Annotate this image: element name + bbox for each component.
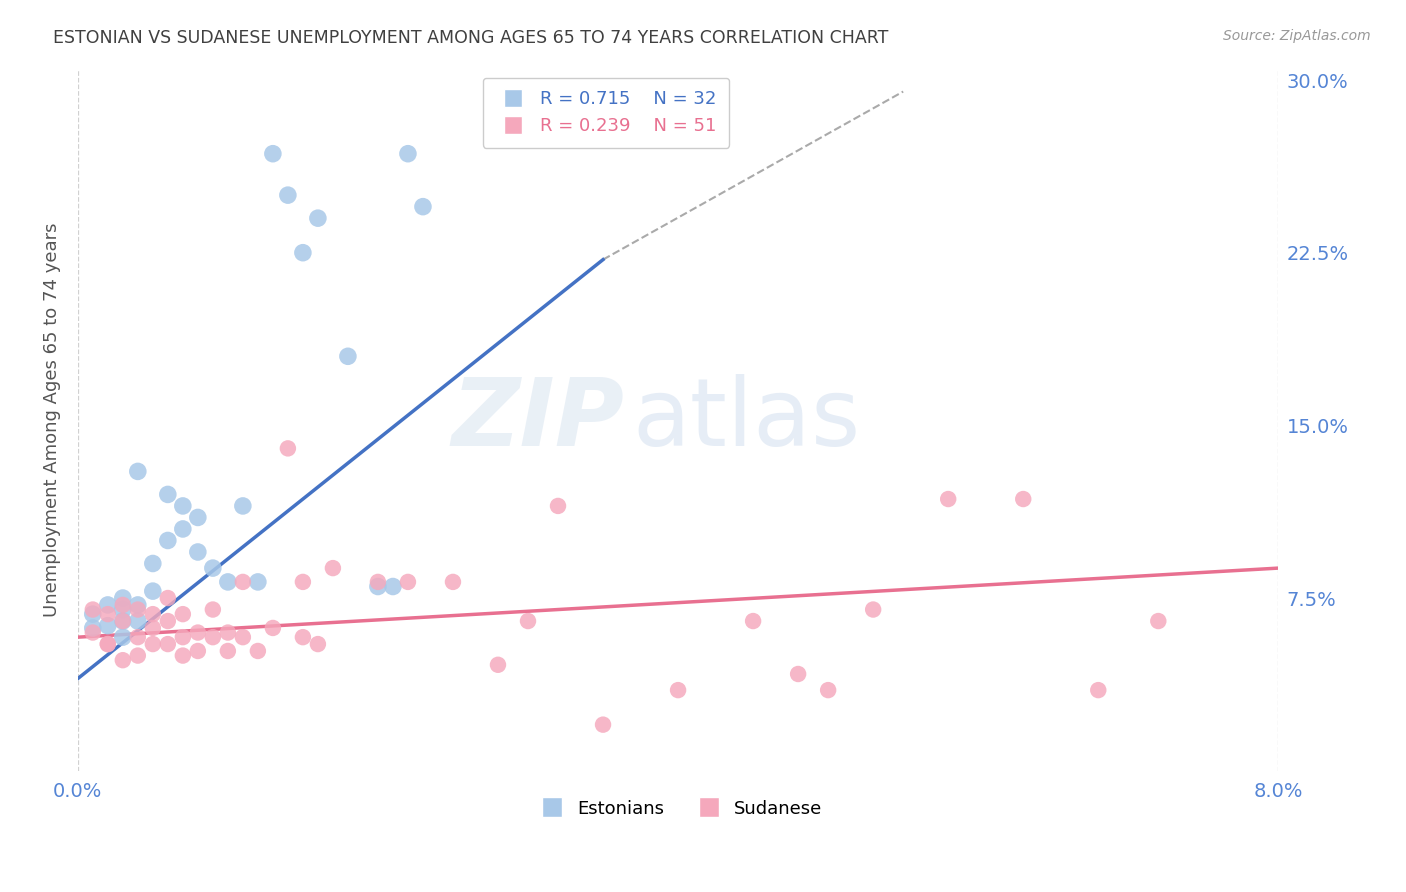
Point xyxy=(441,574,464,589)
Point xyxy=(246,644,269,658)
Point xyxy=(142,584,165,599)
Point xyxy=(142,637,165,651)
Point xyxy=(142,607,165,622)
Point xyxy=(666,683,689,698)
Point xyxy=(291,574,314,589)
Point xyxy=(97,637,120,651)
Point xyxy=(187,625,209,640)
Point xyxy=(232,630,254,644)
Point xyxy=(277,188,299,202)
Point xyxy=(936,491,959,506)
Point xyxy=(127,598,149,612)
Point xyxy=(127,648,149,663)
Point xyxy=(187,510,209,524)
Point xyxy=(142,557,165,571)
Point xyxy=(1012,491,1035,506)
Point xyxy=(127,464,149,478)
Point xyxy=(111,591,134,605)
Point xyxy=(97,607,120,622)
Point xyxy=(172,499,194,513)
Point xyxy=(156,591,179,605)
Point xyxy=(381,580,404,594)
Point xyxy=(142,621,165,635)
Point xyxy=(262,621,284,635)
Point xyxy=(742,614,765,628)
Point xyxy=(396,574,419,589)
Point xyxy=(592,717,614,731)
Point xyxy=(111,630,134,644)
Point xyxy=(187,545,209,559)
Point xyxy=(156,637,179,651)
Point xyxy=(517,614,540,628)
Text: ESTONIAN VS SUDANESE UNEMPLOYMENT AMONG AGES 65 TO 74 YEARS CORRELATION CHART: ESTONIAN VS SUDANESE UNEMPLOYMENT AMONG … xyxy=(53,29,889,46)
Point xyxy=(111,602,134,616)
Point xyxy=(187,644,209,658)
Point xyxy=(232,499,254,513)
Text: ZIP: ZIP xyxy=(451,374,624,466)
Point xyxy=(127,602,149,616)
Point xyxy=(201,602,224,616)
Point xyxy=(217,574,239,589)
Point xyxy=(111,614,134,628)
Point xyxy=(412,200,434,214)
Point xyxy=(111,614,134,628)
Point xyxy=(862,602,884,616)
Point xyxy=(217,644,239,658)
Point xyxy=(111,598,134,612)
Point xyxy=(817,683,839,698)
Point xyxy=(277,442,299,456)
Point xyxy=(201,630,224,644)
Point xyxy=(82,602,104,616)
Point xyxy=(322,561,344,575)
Point xyxy=(156,533,179,548)
Point xyxy=(97,618,120,632)
Point xyxy=(172,648,194,663)
Point xyxy=(367,580,389,594)
Point xyxy=(262,146,284,161)
Point xyxy=(82,621,104,635)
Point xyxy=(336,349,359,363)
Point xyxy=(82,625,104,640)
Point xyxy=(156,614,179,628)
Point xyxy=(172,607,194,622)
Point xyxy=(787,667,810,681)
Point xyxy=(217,625,239,640)
Point xyxy=(246,574,269,589)
Point xyxy=(97,598,120,612)
Y-axis label: Unemployment Among Ages 65 to 74 years: Unemployment Among Ages 65 to 74 years xyxy=(44,222,60,617)
Point xyxy=(1087,683,1109,698)
Point xyxy=(201,561,224,575)
Text: Source: ZipAtlas.com: Source: ZipAtlas.com xyxy=(1223,29,1371,43)
Point xyxy=(1147,614,1170,628)
Point xyxy=(172,630,194,644)
Point xyxy=(547,499,569,513)
Point xyxy=(82,607,104,622)
Point xyxy=(232,574,254,589)
Point xyxy=(172,522,194,536)
Point xyxy=(307,211,329,226)
Legend: Estonians, Sudanese: Estonians, Sudanese xyxy=(526,792,830,825)
Text: atlas: atlas xyxy=(633,374,860,466)
Point xyxy=(156,487,179,501)
Point xyxy=(97,637,120,651)
Point xyxy=(486,657,509,672)
Point xyxy=(127,630,149,644)
Point xyxy=(291,630,314,644)
Point xyxy=(127,614,149,628)
Point xyxy=(291,245,314,260)
Point xyxy=(111,653,134,667)
Point xyxy=(396,146,419,161)
Point xyxy=(367,574,389,589)
Point xyxy=(307,637,329,651)
